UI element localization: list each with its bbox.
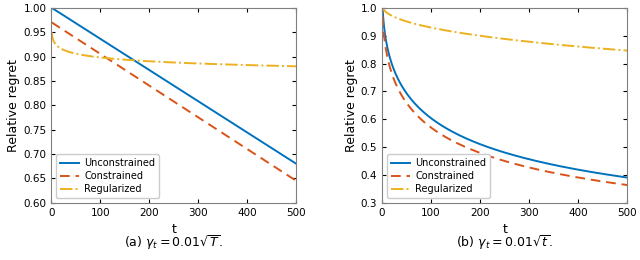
Line: Constrained: Constrained	[52, 22, 296, 181]
Constrained	[60, 29, 68, 32]
Regularized	[160, 61, 168, 64]
Regularized	[292, 65, 300, 68]
Constrained	[498, 159, 506, 162]
Line: Unconstrained: Unconstrained	[383, 8, 627, 178]
Unconstrained	[160, 78, 168, 81]
Unconstrained	[241, 129, 248, 132]
Regularized	[616, 48, 624, 51]
Unconstrained	[292, 162, 300, 165]
Unconstrained	[379, 6, 387, 9]
Constrained	[241, 146, 248, 149]
Unconstrained	[616, 175, 624, 178]
Constrained	[572, 176, 579, 179]
Unconstrained	[498, 150, 506, 153]
Regularized	[391, 16, 399, 19]
Unconstrained	[48, 6, 56, 9]
Regularized	[241, 63, 248, 67]
Y-axis label: Relative regret: Relative regret	[345, 59, 358, 152]
Regularized	[492, 36, 499, 39]
X-axis label: t: t	[172, 223, 176, 236]
Constrained	[391, 81, 399, 84]
Line: Regularized: Regularized	[52, 32, 296, 66]
Regularized	[498, 37, 506, 40]
Regularized	[572, 45, 579, 48]
Unconstrained	[167, 82, 175, 85]
Text: (a) $\gamma_t = 0.01\sqrt{T}$.: (a) $\gamma_t = 0.01\sqrt{T}$.	[124, 233, 223, 252]
Constrained	[285, 175, 293, 178]
Text: (b) $\gamma_t = 0.01\sqrt{t}$.: (b) $\gamma_t = 0.01\sqrt{t}$.	[456, 233, 553, 252]
Regularized	[60, 49, 68, 52]
Line: Regularized: Regularized	[383, 8, 627, 51]
Regularized	[48, 31, 56, 34]
Regularized	[285, 64, 293, 68]
Regularized	[167, 61, 175, 64]
Unconstrained	[492, 148, 499, 151]
Regularized	[623, 49, 631, 52]
Regularized	[616, 49, 624, 52]
Regularized	[379, 6, 387, 9]
Constrained	[48, 21, 56, 24]
Constrained	[623, 184, 631, 187]
Constrained	[616, 183, 624, 186]
Unconstrained	[285, 158, 293, 161]
Constrained	[285, 175, 293, 178]
Unconstrained	[616, 175, 624, 178]
Legend: Unconstrained, Constrained, Regularized: Unconstrained, Constrained, Regularized	[56, 154, 159, 198]
Constrained	[167, 98, 175, 101]
Constrained	[292, 179, 300, 183]
Constrained	[492, 157, 499, 160]
Regularized	[285, 64, 293, 68]
Unconstrained	[572, 167, 579, 171]
Legend: Unconstrained, Constrained, Regularized: Unconstrained, Constrained, Regularized	[387, 154, 490, 198]
X-axis label: t: t	[502, 223, 507, 236]
Y-axis label: Relative regret: Relative regret	[8, 59, 20, 152]
Unconstrained	[623, 176, 631, 179]
Constrained	[616, 183, 624, 186]
Unconstrained	[285, 158, 293, 161]
Unconstrained	[60, 14, 68, 17]
Line: Unconstrained: Unconstrained	[52, 8, 296, 164]
Constrained	[379, 15, 387, 18]
Line: Constrained: Constrained	[383, 16, 627, 185]
Unconstrained	[391, 71, 399, 74]
Constrained	[160, 94, 168, 97]
